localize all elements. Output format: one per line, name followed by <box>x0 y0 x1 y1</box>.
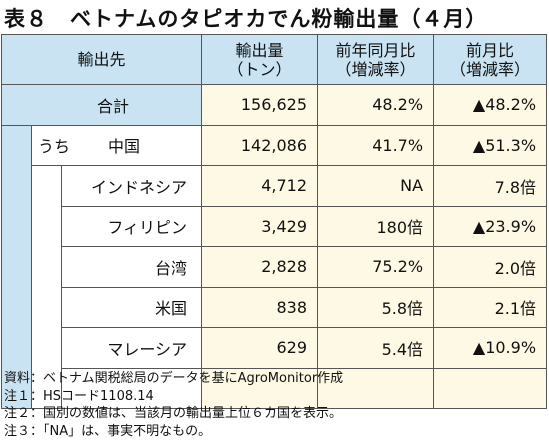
note-3: 注３：「NA」は、事実不明なもの。 <box>4 423 212 439</box>
header-volume: 輸出量 （トン） <box>201 34 319 85</box>
row-yoy: 41.7% <box>317 124 435 166</box>
row-mom: ▲51.3% <box>433 124 548 166</box>
row-yoy: 5.8倍 <box>317 286 435 328</box>
row-mom: 2.1倍 <box>433 286 548 328</box>
header-mom: 前月比 （増減率） <box>433 34 548 85</box>
total-volume: 156,625 <box>201 84 319 126</box>
row-volume: 4,712 <box>201 165 319 207</box>
country-name: 米国 <box>60 286 203 328</box>
table-row: 台湾 2,828 75.2% 2.0倍 <box>2 246 548 288</box>
row-yoy: NA <box>317 165 435 207</box>
header-volume-line1: 輸出量 <box>235 40 284 60</box>
country-name: フィリピン <box>60 205 203 247</box>
export-table: 輸出先 輸出量 （トン） 前年同月比 （増減率） 前月比 （増減率） 合計 15… <box>0 34 548 409</box>
row-mom <box>433 367 548 409</box>
table-row: マレーシア 629 5.4倍 ▲10.9% <box>2 327 548 369</box>
row-mom: 2.0倍 <box>433 246 548 288</box>
row-volume: 629 <box>201 327 319 369</box>
row-label-china: うち 中国 <box>30 124 203 166</box>
indent-column <box>1 124 32 409</box>
sub-prefix: うち <box>38 137 71 157</box>
footnotes: 資料：ベトナム関税総局のデータを基にAgroMonitor作成 注１：HSコード… <box>4 370 343 440</box>
row-volume: 142,086 <box>201 124 319 166</box>
header-row: 輸出先 輸出量 （トン） 前年同月比 （増減率） 前月比 （増減率） <box>0 34 548 85</box>
row-volume: 3,429 <box>201 205 319 247</box>
country-name: 台湾 <box>60 246 203 288</box>
row-mom: ▲10.9% <box>433 327 548 369</box>
table-title: 表８ ベトナムのタピオカでん粉輸出量（４月） <box>4 7 488 31</box>
row-mom: ▲23.9% <box>433 205 548 247</box>
table-row-total: 合計 156,625 48.2% ▲48.2% <box>0 84 548 126</box>
header-yoy: 前年同月比 （増減率） <box>317 34 435 85</box>
row-volume: 2,828 <box>201 246 319 288</box>
header-mom-line2: （増減率） <box>450 59 531 79</box>
country-name: 中国 <box>108 137 141 157</box>
row-yoy: 75.2% <box>317 246 435 288</box>
total-yoy: 48.2% <box>317 84 435 126</box>
note-1: 注１：HSコード1108.14 <box>4 388 154 404</box>
table-row: うち 中国 142,086 41.7% ▲51.3% <box>1 124 548 409</box>
header-destination: 輸出先 <box>0 34 203 85</box>
header-volume-line2: （トン） <box>227 59 292 79</box>
row-mom: 7.8倍 <box>433 165 548 207</box>
row-yoy: 5.4倍 <box>317 327 435 369</box>
row-volume: 838 <box>201 286 319 328</box>
header-yoy-line2: （増減率） <box>335 59 416 79</box>
table-row: フィリピン 3,429 180倍 ▲23.9% <box>2 205 548 247</box>
table-row <box>2 367 548 409</box>
row-volume <box>201 367 319 409</box>
table-row: インドネシア 4,712 NA 7.8倍 <box>2 165 548 409</box>
total-label: 合計 <box>0 84 203 126</box>
country-name <box>60 367 203 409</box>
header-yoy-line1: 前年同月比 <box>335 40 416 60</box>
sub-indent-column <box>31 165 62 409</box>
row-yoy: 180倍 <box>317 205 435 247</box>
country-name: マレーシア <box>60 327 203 369</box>
table-row: 米国 838 5.8倍 2.1倍 <box>2 286 548 328</box>
header-mom-line1: 前月比 <box>466 40 515 60</box>
note-source: 資料：ベトナム関税総局のデータを基にAgroMonitor作成 <box>4 371 344 386</box>
row-yoy <box>317 367 435 409</box>
note-2: 注２：国別の数値は、当該月の輸出量上位６カ国を表示。 <box>4 406 343 421</box>
total-mom: ▲48.2% <box>433 84 548 126</box>
country-name: インドネシア <box>60 165 203 207</box>
